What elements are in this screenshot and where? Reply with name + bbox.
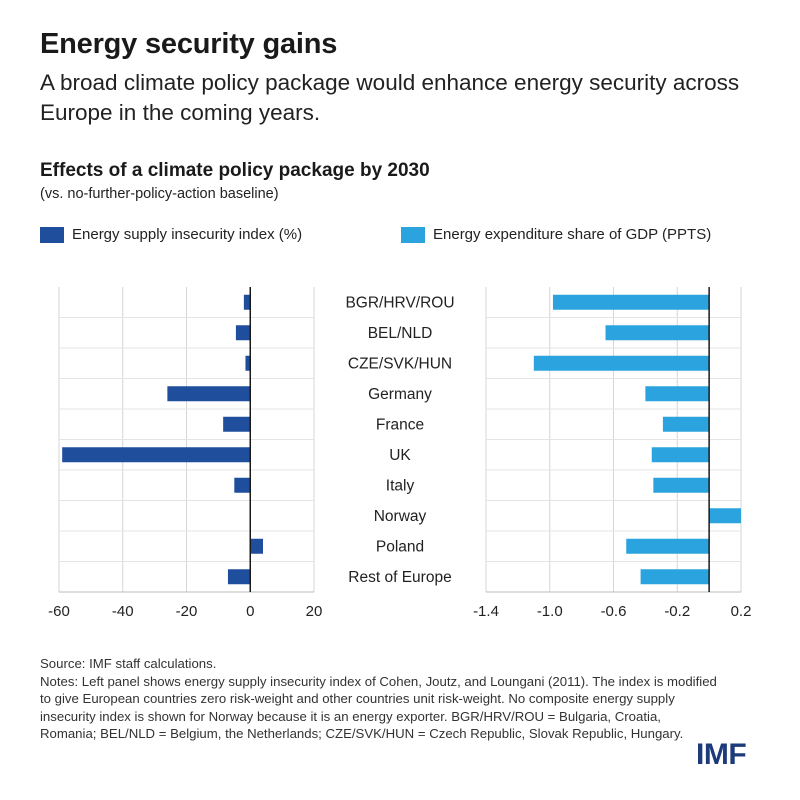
category-label-france: France <box>376 416 424 433</box>
chart-title: Effects of a climate policy package by 2… <box>40 160 430 181</box>
page-title: Energy security gains <box>40 28 338 60</box>
left-bar-poland <box>250 538 263 554</box>
legend-item-supply-insecurity: Energy supply insecurity index (%) <box>40 226 302 243</box>
right-bar-uk <box>651 447 710 463</box>
right-tick-label: -0.2 <box>664 603 690 620</box>
legend-swatch-supply-insecurity <box>40 226 64 243</box>
left-bar-cze-svk-hun <box>245 355 251 371</box>
category-label-germany: Germany <box>368 386 432 403</box>
chart-canvas: -60 -40 -20 0 20 -1.4 -1.0 -0.6 -0.2 0.2 BGR/HRV/R… <box>48 287 752 620</box>
legend-label-expenditure-share: Energy expenditure share of GDP (PPTS) <box>433 226 712 243</box>
source-notes: Source: IMF staff calculations. Notes: L… <box>40 655 720 743</box>
right-bar-poland <box>626 538 710 554</box>
legend-item-expenditure-share: Energy expenditure share of GDP (PPTS) <box>401 226 711 243</box>
notes-text: Notes: Left panel shows energy supply in… <box>40 673 717 742</box>
left-bar-bel-nld <box>235 325 251 341</box>
right-bar-germany <box>645 386 710 402</box>
right-bar-cze-svk-hun <box>533 355 710 371</box>
category-label-cze-svk-hun: CZE/SVK/HUN <box>348 355 452 372</box>
category-label-uk: UK <box>389 447 411 464</box>
left-bar-italy <box>234 477 251 493</box>
left-tick-label: -40 <box>112 603 134 620</box>
right-bar-bgr-hrv-rou <box>552 294 710 310</box>
category-label-rest-of-europe: Rest of Europe <box>348 569 451 586</box>
left-tick-label: -20 <box>176 603 198 620</box>
right-bar-norway <box>709 508 741 524</box>
category-label-poland: Poland <box>376 538 424 555</box>
right-bar-bel-nld <box>605 325 710 341</box>
source-line: Source: IMF staff calculations. <box>40 656 217 671</box>
right-bar-rest-of-europe <box>640 569 710 585</box>
right-bar-italy <box>653 477 710 493</box>
right-bar-france <box>662 416 710 432</box>
left-bar-bgr-hrv-rou <box>243 294 251 310</box>
left-tick-label: 0 <box>246 603 254 620</box>
right-tick-label: -1.4 <box>473 603 499 620</box>
left-bar-rest-of-europe <box>227 569 251 585</box>
right-tick-label: -1.0 <box>537 603 563 620</box>
category-label-bel-nld: BEL/NLD <box>368 325 433 342</box>
left-bar-germany <box>167 386 251 402</box>
imf-logo: IMF <box>696 738 747 771</box>
left-tick-label: 20 <box>306 603 323 620</box>
left-tick-label: -60 <box>48 603 70 620</box>
category-label-norway: Norway <box>374 508 427 525</box>
left-bar-france <box>223 416 251 432</box>
page-subtitle: A broad climate policy package would enh… <box>40 70 740 125</box>
category-label-bgr-hrv-rou: BGR/HRV/ROU <box>345 294 454 311</box>
legend-swatch-expenditure-share <box>401 226 425 243</box>
legend-label-supply-insecurity: Energy supply insecurity index (%) <box>72 226 303 243</box>
category-label-italy: Italy <box>386 477 415 494</box>
chart-subtitle: (vs. no-further-policy-action baseline) <box>40 186 279 202</box>
left-bar-uk <box>62 447 251 463</box>
right-tick-label: 0.2 <box>731 603 752 620</box>
right-tick-label: -0.6 <box>601 603 627 620</box>
